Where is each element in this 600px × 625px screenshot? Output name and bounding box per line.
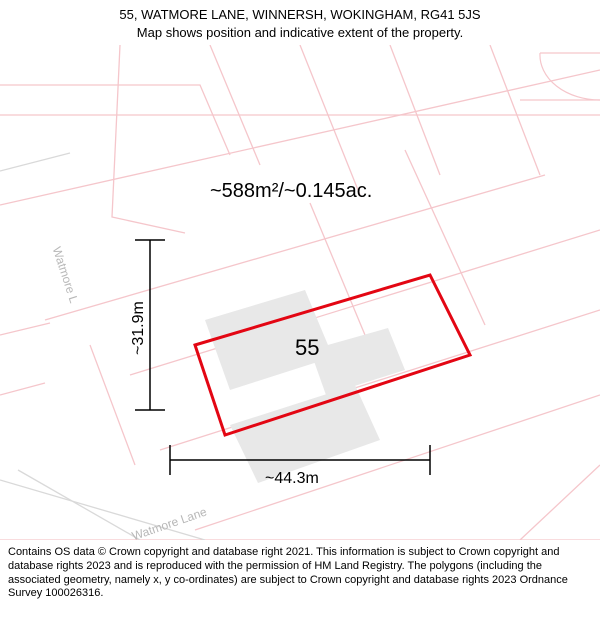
area-label: ~588m²/~0.145ac. xyxy=(210,180,372,203)
map-title: 55, WATMORE LANE, WINNERSH, WOKINGHAM, R… xyxy=(10,6,590,24)
house-number-label: 55 xyxy=(295,335,319,361)
height-dim-label: ~31.9m xyxy=(130,301,148,355)
map-subtitle: Map shows position and indicative extent… xyxy=(10,24,590,42)
map-canvas: ~588m²/~0.145ac. 55 ~31.9m ~44.3m Watmor… xyxy=(0,45,600,540)
copyright-footer: Contains OS data © Crown copyright and d… xyxy=(0,540,600,625)
map-header: 55, WATMORE LANE, WINNERSH, WOKINGHAM, R… xyxy=(0,0,600,45)
width-dim-label: ~44.3m xyxy=(265,470,319,488)
map-svg xyxy=(0,45,600,540)
